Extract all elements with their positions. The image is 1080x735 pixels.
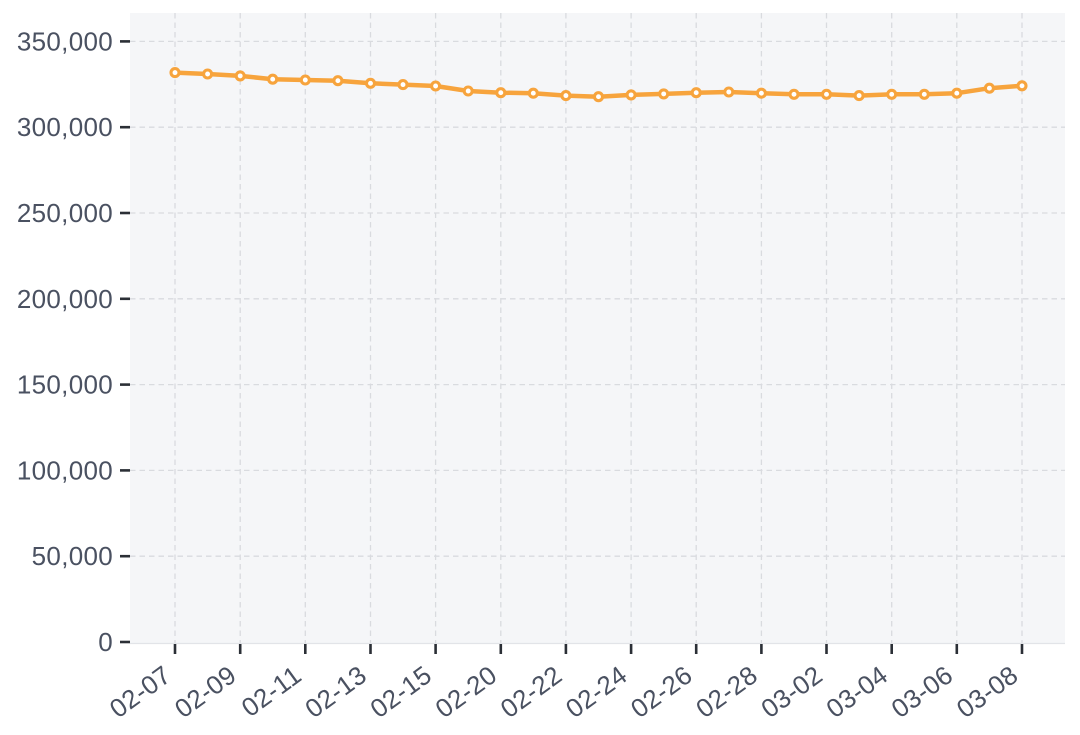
data-point-marker	[918, 88, 930, 100]
data-point-marker	[983, 82, 995, 94]
data-point-marker	[625, 89, 637, 101]
data-point-marker	[690, 87, 702, 99]
x-tick-label: 02-28	[690, 660, 763, 724]
data-point-marker	[430, 80, 442, 92]
x-tick-label: 02-13	[299, 660, 372, 724]
x-tick-label: 03-02	[755, 660, 828, 724]
data-point-marker	[397, 79, 409, 91]
gridlines	[130, 13, 1065, 643]
data-point-marker	[951, 87, 963, 99]
x-tick-label: 02-22	[495, 660, 568, 724]
y-tick-label: 0	[98, 627, 113, 657]
y-tick-label: 250,000	[17, 198, 113, 228]
x-tick-label: 03-04	[821, 660, 894, 724]
data-point-marker	[462, 85, 474, 97]
data-point-marker	[202, 68, 214, 80]
y-tick-label: 350,000	[17, 26, 113, 56]
x-axis: 02-0702-0902-1102-1302-1502-2002-2202-24…	[104, 644, 1024, 724]
data-point-marker	[755, 87, 767, 99]
data-point-marker	[1016, 80, 1028, 92]
plot-background	[130, 13, 1065, 643]
y-tick-label: 50,000	[32, 541, 113, 571]
data-point-marker	[853, 90, 865, 102]
data-point-marker	[560, 90, 572, 102]
x-tick-label: 03-06	[886, 660, 959, 724]
x-tick-label: 02-20	[430, 660, 503, 724]
data-point-marker	[299, 74, 311, 86]
data-point-marker	[820, 88, 833, 100]
x-tick-label: 03-08	[951, 660, 1024, 724]
data-point-marker	[723, 86, 735, 98]
y-tick-label: 150,000	[17, 370, 113, 400]
y-tick-label: 200,000	[17, 284, 113, 314]
data-point-marker	[332, 75, 344, 87]
x-tick-label: 02-15	[364, 660, 437, 724]
x-tick-label: 02-09	[169, 660, 242, 724]
y-tick-label: 300,000	[17, 112, 113, 142]
series-group	[169, 67, 1028, 103]
y-axis: 0 50,000 100,000 150,000 200,000 250,000 300,0…	[17, 26, 130, 657]
plot-area	[130, 13, 1065, 645]
data-point-marker	[788, 88, 800, 100]
x-tick-label: 02-26	[625, 660, 698, 724]
data-point-marker	[169, 67, 181, 79]
x-tick-label: 02-11	[236, 660, 307, 723]
data-point-marker	[234, 70, 246, 82]
x-tick-label: 02-07	[104, 660, 177, 724]
data-point-marker	[886, 88, 898, 100]
x-tick-label: 02-24	[560, 660, 633, 724]
data-point-marker	[364, 77, 377, 89]
data-point-marker	[527, 87, 539, 99]
data-point-marker	[495, 87, 507, 99]
y-tick-label: 100,000	[17, 455, 113, 485]
data-point-marker	[592, 91, 605, 103]
data-point-marker	[267, 73, 279, 85]
data-point-marker	[658, 88, 670, 100]
